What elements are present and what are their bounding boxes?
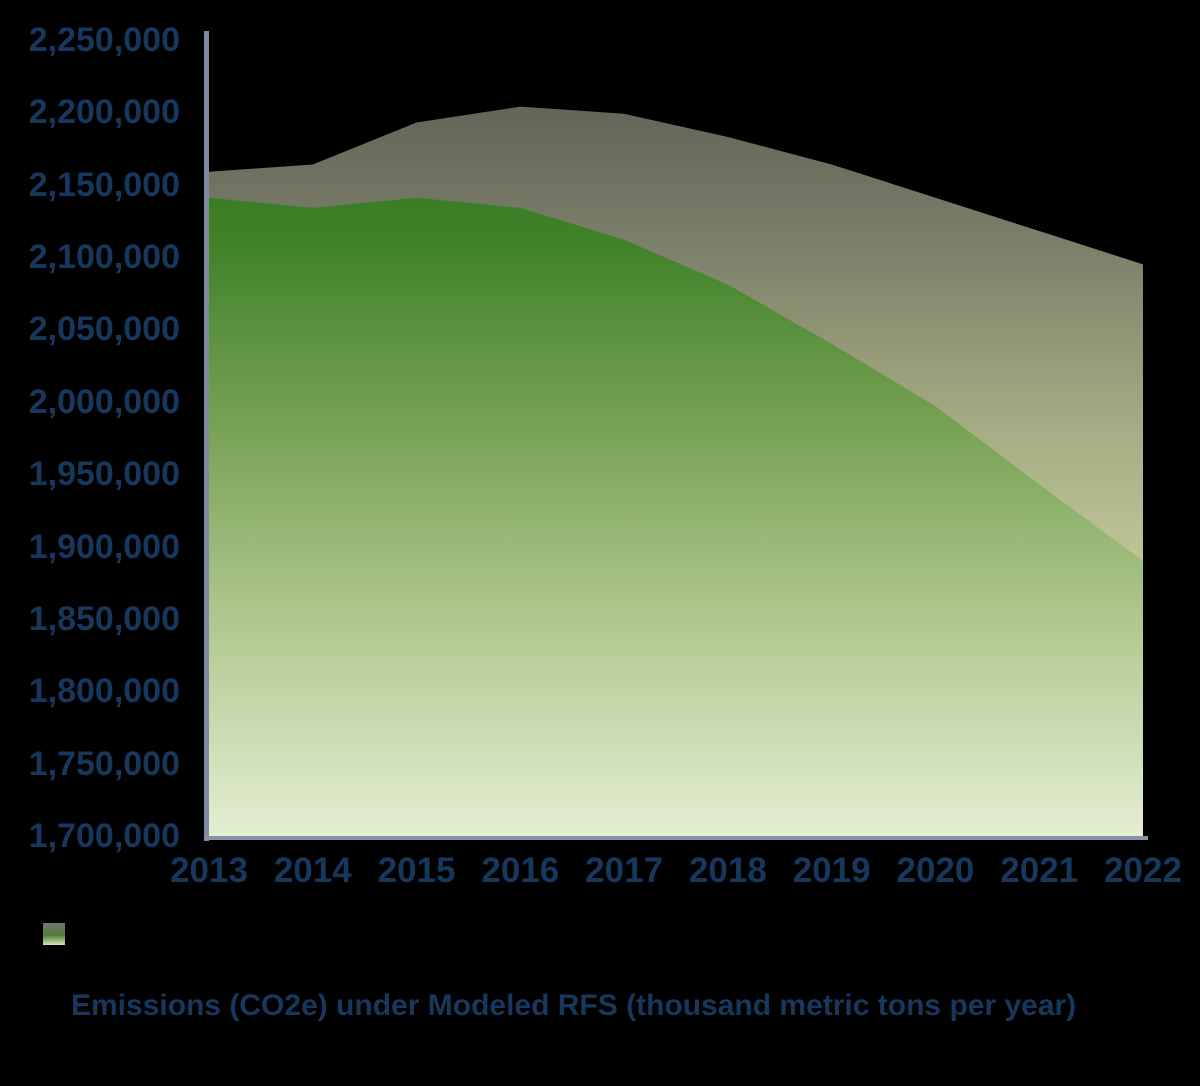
legend-label-modeled: Emissions (CO2e) under Modeled RFS (thou… [71, 989, 1077, 1022]
y-axis-tick-label: 2,100,000 [28, 238, 180, 277]
y-axis-tick-label: 1,750,000 [28, 744, 180, 783]
statutory-rfs-area [209, 197, 1143, 836]
legend-swatch-modeled-icon [43, 923, 65, 945]
y-axis-tick-label: 2,000,000 [28, 382, 180, 421]
y-axis-tick-label: 2,150,000 [28, 165, 180, 204]
x-axis-baseline [204, 836, 1148, 840]
x-axis-tick-label: 2020 [896, 851, 975, 890]
y-axis-tick-label: 1,700,000 [28, 817, 180, 855]
y-axis-line [204, 31, 209, 841]
x-axis-tick-label: 2019 [792, 851, 871, 890]
y-axis-tick-label: 2,050,000 [28, 310, 180, 349]
y-axis-tick-label: 1,950,000 [28, 455, 180, 494]
x-axis-tick-label: 2021 [1000, 851, 1079, 890]
y-axis-tick-label: 1,850,000 [28, 599, 180, 638]
y-axis-tick-label: 2,200,000 [28, 93, 180, 132]
x-axis-tick-label: 2018 [688, 851, 767, 890]
y-axis-tick-label: 1,800,000 [28, 672, 180, 711]
x-axis-tick-label: 2013 [170, 851, 248, 890]
y-axis-tick-label: 2,250,000 [28, 21, 180, 59]
x-axis-tick-label: 2017 [585, 851, 664, 890]
x-axis-tick-label: 2015 [377, 851, 456, 890]
y-axis-tick-label: 1,900,000 [28, 527, 180, 566]
chart-legend: Emissions (CO2e) under Modeled RFS (thou… [43, 916, 1095, 1086]
x-axis-tick-label: 2016 [481, 851, 560, 890]
legend-item-modeled-rfs: Emissions (CO2e) under Modeled RFS (thou… [43, 916, 1095, 1086]
x-axis-tick-label: 2022 [1104, 851, 1182, 890]
legend-text-modeled: Emissions (CO2e) under Modeled RFS (thou… [71, 916, 1076, 1086]
x-axis-tick-label: 2014 [273, 851, 352, 890]
